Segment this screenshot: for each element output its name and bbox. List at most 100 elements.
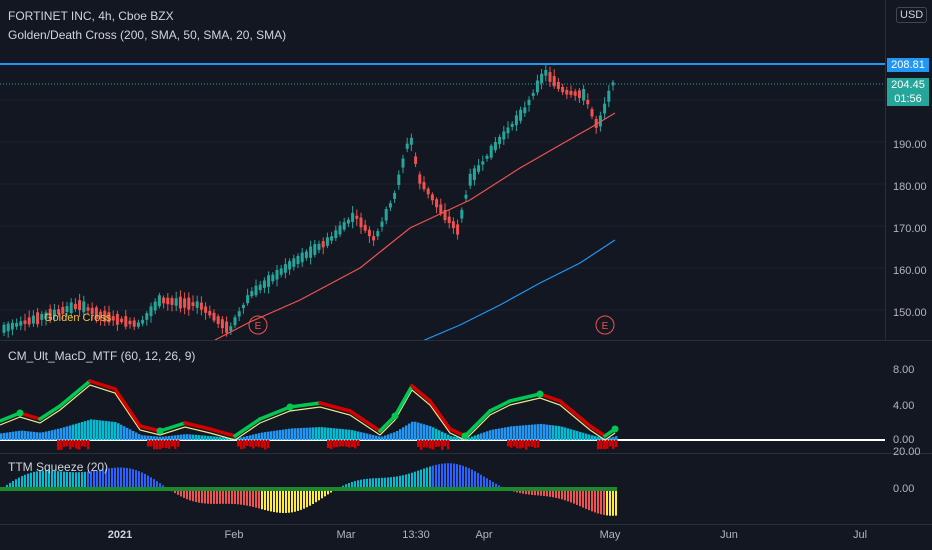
macd-histogram-bar bbox=[426, 425, 429, 440]
candle-body bbox=[514, 115, 518, 126]
ttm-histogram-bar bbox=[174, 489, 176, 494]
macd-histogram-bar bbox=[177, 434, 180, 440]
macd-histogram-bar bbox=[165, 440, 168, 449]
macd-histogram-bar bbox=[333, 428, 336, 440]
macd-histogram-bar bbox=[243, 440, 246, 449]
candle-body bbox=[430, 194, 434, 201]
macd-histogram-bar bbox=[315, 427, 318, 440]
macd-histogram-bar bbox=[375, 435, 378, 440]
candle-body bbox=[548, 72, 552, 82]
macd-histogram-bar bbox=[435, 428, 438, 440]
macd-line-segment bbox=[538, 392, 562, 403]
candle-body bbox=[359, 217, 363, 228]
macd-histogram-bar bbox=[129, 429, 132, 440]
ttm-histogram-bar bbox=[264, 489, 266, 511]
ttm-histogram-bar bbox=[30, 472, 32, 489]
macd-histogram-bar bbox=[84, 440, 87, 447]
macd-histogram-bar bbox=[309, 427, 312, 440]
ttm-histogram-bar bbox=[114, 467, 116, 489]
price-tick: 180.00 bbox=[893, 181, 927, 193]
candle-body bbox=[552, 76, 556, 87]
macd-line-segment bbox=[588, 424, 607, 438]
macd-histogram-bar bbox=[534, 424, 537, 440]
ttm-histogram-bar bbox=[213, 489, 215, 504]
ttm-histogram-bar bbox=[324, 489, 326, 497]
earnings-marker bbox=[595, 315, 615, 335]
macd-histogram-bar bbox=[357, 440, 360, 447]
macd-histogram-bar bbox=[609, 440, 612, 447]
candle-body bbox=[544, 69, 548, 76]
pane-separator[interactable] bbox=[0, 453, 932, 454]
ttm-histogram-bar bbox=[579, 489, 581, 507]
macd-histogram-bar bbox=[111, 421, 114, 440]
ttm-histogram-bar bbox=[120, 467, 122, 489]
macd-histogram-bar bbox=[312, 427, 315, 440]
macd-histogram-bar bbox=[42, 432, 45, 440]
macd-histogram-bar bbox=[63, 427, 66, 440]
ttm-histogram-bar bbox=[351, 481, 353, 489]
ttm-histogram-bar bbox=[360, 479, 362, 489]
macd-histogram-bar bbox=[72, 424, 75, 440]
macd-line-segment bbox=[158, 421, 187, 433]
ttm-histogram-bar bbox=[228, 489, 230, 504]
macd-histogram-bar bbox=[432, 427, 435, 440]
ttm-histogram-bar bbox=[309, 489, 311, 506]
candle-body bbox=[288, 261, 292, 270]
candle-body bbox=[40, 313, 44, 320]
time-axis[interactable] bbox=[0, 525, 885, 550]
ttm-histogram-bar bbox=[492, 481, 494, 489]
macd-pane[interactable]: CM_Ult_MacD_MTF (60, 12, 26, 9) bbox=[0, 341, 885, 453]
ttm-histogram-bar bbox=[462, 465, 464, 489]
candle-body bbox=[267, 275, 271, 287]
macd-histogram-bar bbox=[180, 434, 183, 440]
candle-body bbox=[309, 246, 313, 258]
macd-histogram-bar bbox=[483, 432, 486, 440]
macd-histogram-bar bbox=[531, 440, 534, 447]
macd-histogram-bar bbox=[264, 432, 267, 440]
ttm-histogram-bar bbox=[465, 466, 467, 489]
ttm-histogram-bar bbox=[438, 464, 440, 489]
macd-histogram-bar bbox=[348, 429, 351, 440]
ttm-tick: 20.00 bbox=[893, 446, 921, 458]
time-label: 2021 bbox=[107, 529, 133, 541]
macd-histogram-bar bbox=[15, 431, 18, 440]
ttm-histogram-bar bbox=[141, 472, 143, 489]
ttm-histogram-bar bbox=[564, 489, 566, 501]
ttm-histogram-bar bbox=[45, 470, 47, 489]
ttm-histogram-bar bbox=[540, 489, 542, 496]
candle-body bbox=[65, 306, 69, 313]
macd-histogram-bar bbox=[69, 440, 72, 450]
ttm-histogram-bar bbox=[249, 489, 251, 507]
candle-body bbox=[141, 319, 145, 324]
macd-histogram-bar bbox=[168, 435, 171, 440]
ttm-histogram-bar bbox=[219, 489, 221, 504]
ttm-histogram-bar bbox=[297, 489, 299, 511]
candle-body bbox=[86, 307, 90, 311]
macd-histogram-bar bbox=[267, 431, 270, 440]
ttm-pane[interactable]: TTM Squeeze (20) bbox=[0, 454, 885, 524]
macd-histogram-bar bbox=[591, 435, 594, 440]
candle-body bbox=[388, 203, 392, 208]
macd-histogram-bar bbox=[30, 431, 33, 440]
ttm-histogram-bar bbox=[441, 463, 443, 489]
macd-histogram-bar bbox=[168, 440, 171, 449]
ttm-histogram-bar bbox=[84, 471, 86, 489]
ttm-histogram-bar bbox=[372, 478, 374, 489]
currency-badge[interactable]: USD bbox=[896, 7, 928, 23]
ttm-chart[interactable] bbox=[0, 454, 885, 524]
candle-body bbox=[31, 315, 35, 324]
macd-histogram-bar bbox=[96, 420, 99, 440]
ttm-histogram-bar bbox=[591, 489, 593, 512]
price-axis[interactable]: USD bbox=[885, 0, 932, 340]
candle-body bbox=[372, 236, 376, 241]
macd-chart[interactable] bbox=[0, 341, 885, 453]
macd-histogram-bar bbox=[525, 440, 528, 450]
pane-separator[interactable] bbox=[0, 340, 932, 341]
macd-histogram-bar bbox=[216, 436, 219, 440]
ttm-histogram-bar bbox=[552, 489, 554, 498]
macd-histogram-bar bbox=[528, 440, 531, 447]
candle-body bbox=[187, 297, 191, 310]
candle-body bbox=[170, 298, 174, 305]
